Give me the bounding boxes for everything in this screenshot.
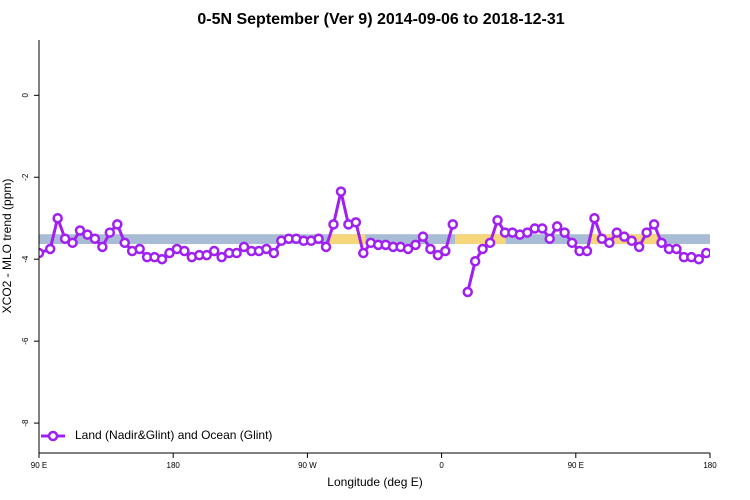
data-point	[268, 247, 280, 259]
data-point	[156, 253, 168, 265]
data-point	[537, 223, 548, 234]
x-tick-label: 0	[439, 461, 444, 470]
data-point	[328, 219, 339, 230]
data-point	[320, 241, 332, 253]
data-point	[619, 231, 630, 242]
data-point	[410, 239, 421, 251]
y-tick-label: -6	[21, 337, 30, 345]
data-point	[216, 251, 227, 263]
data-point	[201, 249, 212, 261]
data-point	[551, 221, 563, 232]
data-point	[313, 233, 324, 244]
data-point	[566, 237, 578, 249]
data-point	[59, 233, 71, 244]
data-point	[74, 225, 86, 236]
data-point	[693, 253, 705, 265]
data-point	[335, 186, 347, 197]
highlight-range	[455, 234, 506, 245]
plot-area	[39, 186, 710, 298]
y-tick-label: -8	[21, 419, 30, 427]
data-point	[231, 247, 242, 259]
x-tick-label: 90 E	[568, 461, 584, 470]
data-point	[67, 237, 78, 249]
data-point	[626, 235, 637, 247]
data-point	[656, 237, 667, 249]
data-point	[581, 245, 593, 257]
x-axis-label: Longitude (deg E)	[327, 475, 422, 489]
data-point	[596, 233, 608, 244]
x-tick-label: 180	[703, 461, 717, 470]
data-point	[462, 286, 473, 298]
y-axis-label: XCO2 - MLO trend (ppm)	[0, 179, 14, 314]
data-point	[44, 243, 56, 255]
y-tick-label: -2	[21, 173, 30, 181]
data-point	[39, 247, 45, 259]
data-point	[477, 243, 488, 255]
data-point	[492, 215, 503, 226]
data-point	[522, 227, 533, 238]
data-point	[52, 212, 63, 224]
legend-label: Land (Nadir&Glint) and Ocean (Glint)	[75, 428, 272, 442]
chart-title: 0-5N September (Ver 9) 2014-09-06 to 201…	[197, 11, 564, 28]
data-point	[112, 219, 123, 230]
data-point	[97, 241, 108, 253]
data-point	[89, 233, 101, 244]
data-point	[484, 237, 496, 249]
data-point	[469, 256, 481, 267]
data-point	[164, 247, 175, 259]
data-point	[648, 219, 660, 230]
data-point	[604, 237, 615, 249]
data-point	[432, 249, 444, 261]
data-point	[425, 243, 436, 255]
data-point	[417, 231, 429, 242]
data-point	[544, 233, 555, 244]
y-tick-label: -4	[21, 255, 30, 263]
data-point	[134, 243, 145, 255]
data-point	[358, 247, 369, 259]
data-point	[559, 227, 570, 238]
x-tick-label: 180	[167, 461, 181, 470]
x-tick-label: 90 E	[31, 461, 47, 470]
data-point	[671, 243, 682, 255]
data-point	[119, 237, 130, 249]
data-point	[179, 245, 190, 257]
data-point	[440, 245, 451, 257]
data-point	[701, 247, 710, 259]
highlight-range	[329, 234, 366, 245]
data-point	[238, 241, 250, 253]
data-point	[350, 217, 362, 228]
data-point	[82, 229, 93, 240]
data-point	[633, 241, 645, 253]
x-tick-label: 90 W	[298, 461, 317, 470]
data-point	[261, 243, 272, 255]
data-point	[208, 245, 220, 257]
data-point	[611, 227, 623, 238]
y-tick-label: 0	[21, 93, 30, 98]
data-point	[447, 219, 459, 230]
data-point	[104, 227, 116, 238]
legend-marker	[47, 430, 59, 442]
data-point	[402, 243, 414, 255]
data-point	[641, 227, 652, 238]
data-point	[589, 212, 600, 224]
